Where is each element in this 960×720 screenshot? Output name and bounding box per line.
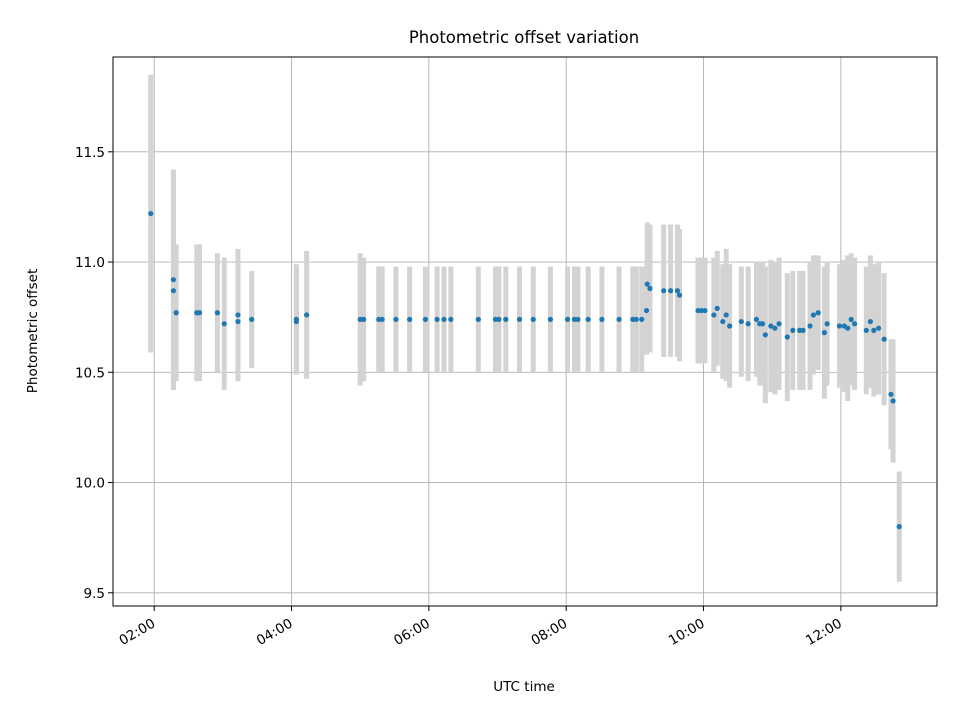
data-point bbox=[148, 210, 154, 217]
y-axis-label: Photometric offset bbox=[25, 269, 41, 393]
y-tick-label: 11.5 bbox=[75, 145, 105, 161]
data-point bbox=[888, 391, 894, 397]
data-point bbox=[475, 316, 481, 322]
data-point bbox=[881, 336, 887, 342]
data-point bbox=[772, 325, 778, 331]
data-point bbox=[848, 316, 854, 322]
data-point bbox=[807, 323, 813, 329]
data-point bbox=[738, 318, 744, 325]
data-point bbox=[720, 318, 726, 325]
data-point bbox=[644, 281, 650, 287]
data-point bbox=[647, 285, 653, 292]
data-point bbox=[845, 325, 851, 331]
data-point bbox=[821, 330, 827, 336]
plot-frame bbox=[112, 56, 938, 607]
data-point bbox=[810, 312, 817, 318]
point-layer bbox=[148, 210, 902, 530]
errorbar-layer bbox=[148, 74, 902, 582]
data-point bbox=[170, 277, 177, 283]
data-point bbox=[643, 307, 650, 314]
data-point bbox=[863, 327, 869, 333]
data-point bbox=[235, 318, 241, 325]
data-point bbox=[871, 327, 877, 333]
data-point bbox=[196, 310, 203, 316]
data-point bbox=[564, 316, 571, 322]
data-point bbox=[714, 305, 720, 311]
data-point bbox=[711, 312, 717, 318]
data-point bbox=[173, 310, 179, 316]
data-point bbox=[599, 316, 605, 322]
y-tick-label: 9.5 bbox=[84, 586, 105, 602]
data-point bbox=[530, 316, 536, 322]
data-point bbox=[727, 323, 733, 329]
data-point bbox=[221, 321, 227, 327]
data-point bbox=[896, 524, 902, 530]
y-tick-label: 11.0 bbox=[75, 255, 105, 271]
data-point bbox=[235, 312, 241, 318]
x-tick-label: 08:00 bbox=[529, 616, 571, 649]
data-point bbox=[170, 288, 177, 294]
data-point bbox=[249, 316, 255, 322]
data-point bbox=[361, 316, 367, 322]
data-point bbox=[676, 292, 683, 298]
chart-title: Photometric offset variation bbox=[409, 28, 639, 47]
data-point bbox=[661, 288, 667, 294]
data-point bbox=[667, 288, 674, 294]
data-point bbox=[723, 312, 729, 318]
data-point bbox=[616, 316, 622, 322]
x-axis-label: UTC time bbox=[493, 679, 555, 695]
tick-layer: 02:00 04:00 06:00 08:00 10:00 12:00 9.5 10.0 10.… bbox=[75, 145, 845, 649]
data-point bbox=[379, 316, 385, 322]
data-point bbox=[745, 321, 751, 327]
data-point bbox=[790, 327, 796, 333]
data-point bbox=[867, 318, 873, 325]
data-point bbox=[852, 321, 858, 327]
data-point bbox=[585, 316, 591, 322]
data-point bbox=[503, 316, 509, 322]
data-point bbox=[633, 316, 639, 322]
data-point bbox=[304, 312, 310, 318]
data-point bbox=[422, 316, 429, 322]
data-point bbox=[639, 316, 645, 322]
x-tick-label: 04:00 bbox=[254, 616, 296, 649]
data-point bbox=[784, 334, 790, 340]
data-point bbox=[393, 316, 399, 322]
data-point bbox=[890, 398, 896, 404]
data-point bbox=[815, 310, 821, 316]
data-point bbox=[407, 316, 413, 322]
data-point bbox=[293, 318, 299, 325]
data-point bbox=[575, 316, 581, 322]
x-tick-label: 10:00 bbox=[666, 616, 708, 649]
data-point bbox=[800, 327, 806, 333]
data-point bbox=[776, 321, 782, 327]
data-point bbox=[702, 307, 708, 314]
y-tick-label: 10.5 bbox=[75, 365, 105, 381]
data-point bbox=[674, 288, 681, 294]
x-tick-label: 02:00 bbox=[117, 616, 159, 649]
y-tick-label: 10.0 bbox=[75, 476, 105, 492]
data-point bbox=[434, 316, 440, 322]
data-point bbox=[768, 323, 774, 329]
data-point bbox=[516, 316, 523, 322]
data-point bbox=[496, 316, 502, 322]
data-point bbox=[762, 332, 768, 338]
data-point bbox=[876, 325, 882, 331]
data-point bbox=[214, 310, 220, 316]
data-point bbox=[836, 323, 843, 329]
data-point bbox=[759, 321, 766, 327]
data-point bbox=[753, 316, 760, 322]
x-tick-label: 06:00 bbox=[391, 616, 433, 649]
data-point bbox=[824, 321, 830, 327]
data-point bbox=[448, 316, 454, 322]
data-point bbox=[441, 316, 447, 322]
x-tick-label: 12:00 bbox=[803, 616, 845, 649]
data-point bbox=[547, 316, 554, 322]
